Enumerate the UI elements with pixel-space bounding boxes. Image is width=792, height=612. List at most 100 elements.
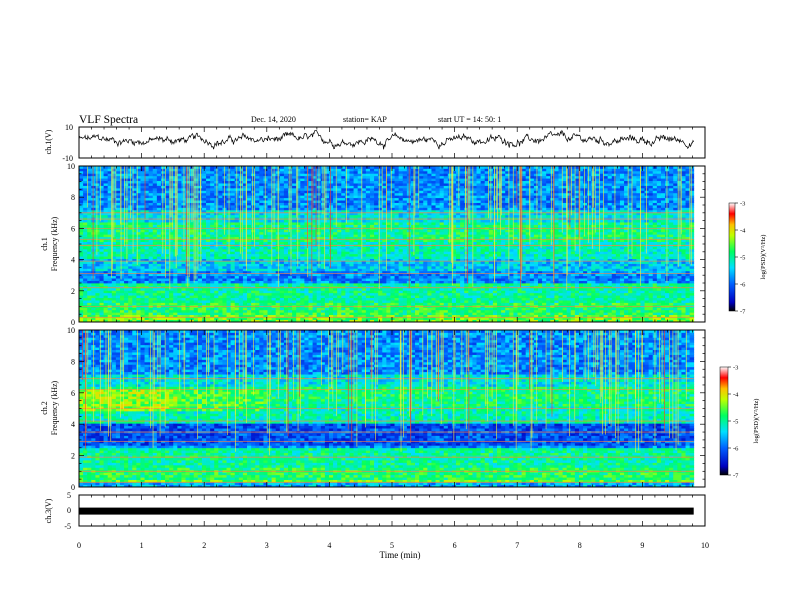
spectrogram-cell bbox=[148, 219, 154, 223]
spectrogram-cell bbox=[83, 200, 88, 203]
spectrogram-cell bbox=[79, 287, 84, 291]
spectrogram-cell bbox=[119, 300, 125, 303]
spectrogram-cell bbox=[177, 200, 182, 203]
spectrogram-cell bbox=[337, 205, 342, 208]
spectrogram-cell bbox=[181, 258, 186, 262]
spectrogram-cell bbox=[279, 192, 285, 196]
spectrogram-cell bbox=[296, 253, 301, 257]
spectrogram-cell bbox=[91, 222, 96, 225]
spectrogram-cell bbox=[173, 270, 178, 274]
spectrogram-cell bbox=[119, 263, 125, 267]
spectrogram-cell bbox=[156, 241, 162, 245]
spectrogram-cell bbox=[300, 275, 305, 279]
spectrogram-cell bbox=[144, 190, 150, 194]
spectrogram-cell bbox=[214, 268, 219, 272]
spectrogram-cell bbox=[95, 234, 100, 238]
spectrogram-cell bbox=[152, 197, 158, 201]
spectrogram-cell bbox=[312, 256, 318, 260]
spectrogram-cell bbox=[255, 292, 260, 296]
spectrogram-cell bbox=[148, 190, 154, 194]
spectrogram-cell bbox=[271, 231, 277, 235]
spectrogram-cell bbox=[271, 292, 277, 296]
spectrogram-cell bbox=[210, 248, 215, 252]
spectrogram-cell bbox=[197, 246, 203, 250]
spectrogram-cell bbox=[201, 178, 207, 182]
spectrogram-cell bbox=[369, 207, 375, 211]
spectrogram-cell bbox=[365, 183, 371, 186]
spectrogram-cell bbox=[247, 187, 252, 191]
spectrogram-cell bbox=[345, 300, 350, 303]
spectrogram-cell bbox=[312, 241, 318, 245]
spectrogram-cell bbox=[279, 268, 285, 272]
spectrogram-cell bbox=[382, 295, 387, 299]
spectrogram-cell bbox=[333, 166, 338, 169]
spectrogram-cell bbox=[296, 219, 301, 223]
spectrogram-cell bbox=[181, 283, 186, 286]
spectrogram-cell bbox=[144, 253, 150, 257]
spectrogram-cell bbox=[119, 246, 125, 250]
spectrogram-cell bbox=[144, 261, 150, 264]
spectrogram-cell bbox=[259, 258, 264, 262]
spectrogram-cell bbox=[218, 317, 223, 320]
spectrogram-cell bbox=[119, 175, 125, 179]
spectrogram-cell bbox=[251, 205, 256, 208]
spectrogram-cell bbox=[140, 307, 145, 311]
spectrogram-cell bbox=[316, 268, 322, 272]
spectrogram-cell bbox=[312, 270, 318, 274]
spectrogram-cell bbox=[337, 302, 342, 306]
spectrogram-cell bbox=[345, 207, 350, 211]
spectrogram-cell bbox=[99, 263, 104, 267]
spectrogram-cell bbox=[226, 287, 232, 291]
spectrogram-cell bbox=[99, 290, 104, 294]
spectrogram-cell bbox=[279, 195, 285, 199]
spectrogram-cell bbox=[324, 166, 330, 169]
spectrogram-cell bbox=[312, 197, 318, 201]
spectrogram-cell bbox=[259, 246, 264, 250]
spectrogram-cell bbox=[148, 170, 154, 174]
spectrogram-cell bbox=[87, 241, 92, 245]
spectrogram-cell bbox=[288, 270, 293, 274]
spectrogram-cell bbox=[91, 258, 96, 262]
spectrogram-cell bbox=[316, 302, 322, 306]
spectrogram-cell bbox=[308, 187, 313, 191]
spectrogram-cell bbox=[357, 234, 363, 238]
spectrogram-cell bbox=[156, 256, 162, 260]
spectrogram-cell bbox=[132, 263, 137, 267]
spectrogram-cell bbox=[255, 261, 260, 264]
spectrogram-cell bbox=[263, 253, 268, 257]
spectrogram-cell bbox=[242, 168, 248, 172]
spectrogram-cell bbox=[152, 273, 158, 277]
spectrogram-cell bbox=[119, 258, 125, 262]
spectrogram-cell bbox=[304, 234, 309, 238]
spectrogram-cell bbox=[349, 192, 354, 196]
spectrogram-cell bbox=[119, 302, 125, 306]
spectrogram-cell bbox=[283, 314, 289, 318]
spectrogram-cell bbox=[296, 263, 301, 267]
spectrogram-cell bbox=[316, 312, 322, 316]
spectrogram-cell bbox=[119, 317, 125, 320]
spectrogram-cell bbox=[288, 263, 293, 267]
spectrogram-cell bbox=[132, 317, 137, 320]
spectrogram-cell bbox=[222, 261, 227, 264]
spectrogram-cell bbox=[337, 195, 342, 199]
spectrogram-cell bbox=[115, 209, 121, 213]
spectrogram-cell bbox=[386, 261, 391, 264]
spectrogram-cell bbox=[177, 234, 182, 238]
spectrogram-cell bbox=[160, 317, 166, 320]
spectrogram-cell bbox=[152, 192, 158, 196]
spectrogram-cell bbox=[382, 251, 387, 255]
spectrogram-cell bbox=[255, 231, 260, 235]
spectrogram-cell bbox=[349, 173, 354, 177]
spectrogram-cell bbox=[234, 280, 240, 284]
spectrogram-cell bbox=[259, 268, 264, 272]
spectrogram-cell bbox=[251, 248, 256, 252]
spectrogram-cell bbox=[136, 283, 141, 286]
spectrogram-cell bbox=[267, 202, 273, 206]
spectrogram-cell bbox=[148, 197, 154, 201]
spectrogram-cell bbox=[308, 209, 313, 213]
spectrogram-cell bbox=[115, 170, 121, 174]
spectrogram-cell bbox=[169, 251, 174, 255]
spectrogram-cell bbox=[361, 290, 367, 294]
spectrogram-cell bbox=[304, 180, 309, 184]
spectrogram-cell bbox=[242, 202, 248, 206]
